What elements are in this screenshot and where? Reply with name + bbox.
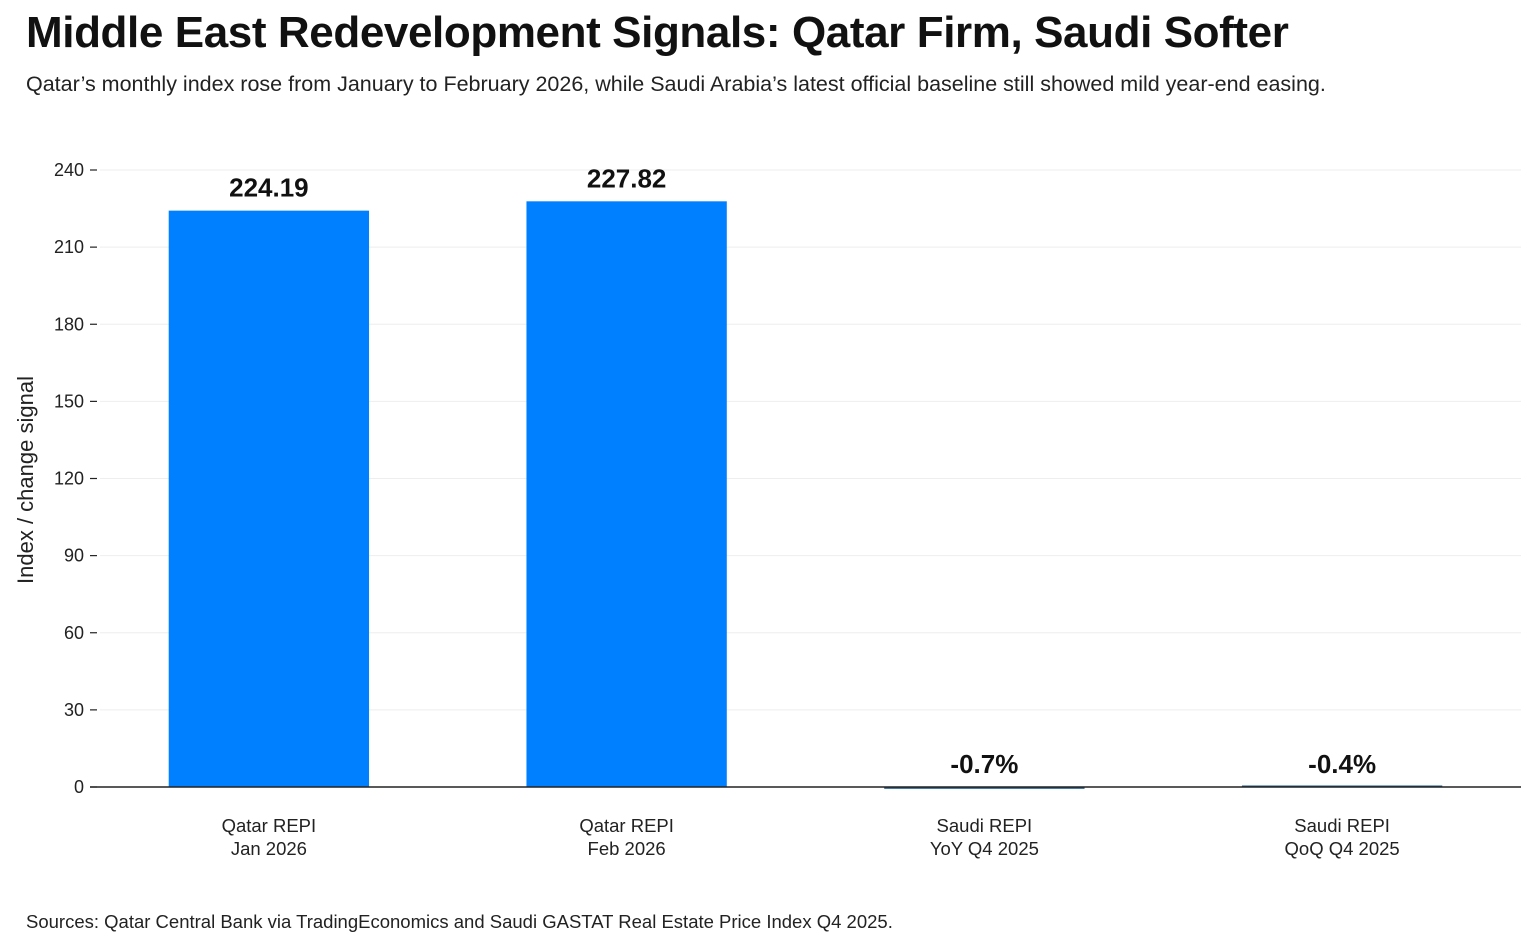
axes: 0 30 60 90 120 150 180 210 240 Qatar REPI Jan 2026… <box>54 160 1521 859</box>
y-tick-label: 60 <box>64 623 84 643</box>
y-tick-label: 120 <box>54 469 84 489</box>
y-tick-label: 210 <box>54 237 84 257</box>
bars <box>168 201 1443 789</box>
data-label: 227.82 <box>587 163 667 193</box>
x-tick-label: Saudi REPI QoQ Q4 2025 <box>1285 815 1400 859</box>
y-axis-title: Index / change signal <box>13 376 38 584</box>
chart-subtitle: Qatar’s monthly index rose from January … <box>26 72 1326 96</box>
x-tick-label: Qatar REPI Jan 2026 <box>222 815 317 859</box>
y-tick-label: 90 <box>64 546 84 566</box>
data-labels: 224.19 227.82 -0.7% -0.4% <box>229 163 1376 779</box>
x-tick-label: Saudi REPI YoY Q4 2025 <box>930 815 1039 859</box>
data-label: -0.7% <box>950 749 1018 779</box>
x-tick-label: Qatar REPI Feb 2026 <box>579 815 674 859</box>
y-tick-label: 150 <box>54 391 84 411</box>
chart-source: Sources: Qatar Central Bank via TradingE… <box>26 911 893 932</box>
y-tick-label: 0 <box>74 777 84 797</box>
data-label: -0.4% <box>1308 749 1376 779</box>
bar <box>526 201 727 787</box>
y-tick-label: 240 <box>54 160 84 180</box>
bar <box>884 787 1085 789</box>
chart-title: Middle East Redevelopment Signals: Qatar… <box>26 8 1289 57</box>
data-label: 224.19 <box>229 173 309 203</box>
y-tick-label: 30 <box>64 700 84 720</box>
y-tick-label: 180 <box>54 314 84 334</box>
bar <box>168 210 370 787</box>
